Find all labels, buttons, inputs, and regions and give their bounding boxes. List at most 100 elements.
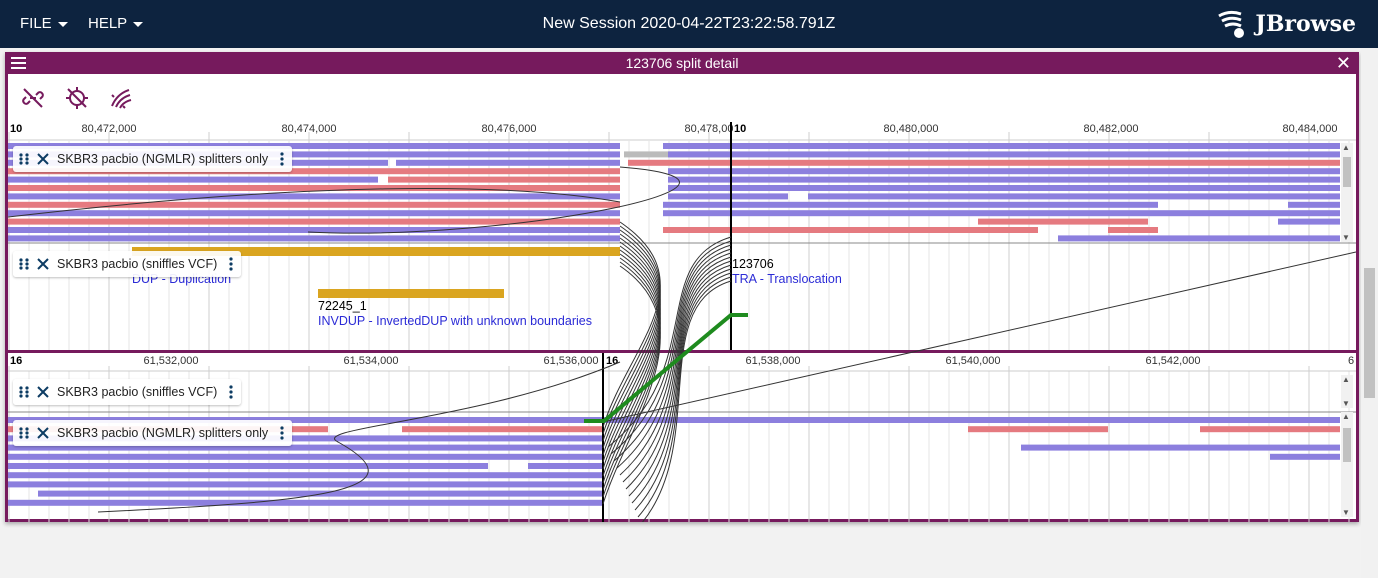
sv-feature-invdup[interactable]	[318, 289, 504, 298]
track-name: SKBR3 pacbio (sniffles VCF)	[57, 385, 218, 399]
file-menu[interactable]: FILE	[20, 0, 68, 48]
split-read-curve	[602, 257, 661, 491]
track-menu-icon[interactable]	[276, 425, 288, 441]
session-title[interactable]: New Session 2020-04-22T23:22:58.791Z	[542, 15, 836, 32]
track-menu-icon[interactable]	[276, 151, 288, 167]
read	[1058, 235, 1340, 242]
read	[808, 193, 1340, 200]
read	[1108, 227, 1158, 233]
drag-handle-icon[interactable]	[17, 257, 31, 271]
read	[8, 463, 488, 469]
jbrowse-logo: JBrowse	[1215, 8, 1356, 40]
view-menu-icon[interactable]	[11, 57, 26, 69]
feature-name: 72245_1	[318, 299, 367, 313]
read	[396, 159, 620, 166]
track-name: SKBR3 pacbio (NGMLR) splitters only	[57, 152, 269, 166]
tick-label: 61,534,000	[343, 355, 398, 367]
read	[388, 176, 620, 183]
close-track-icon[interactable]	[35, 151, 51, 167]
top-alignments-track[interactable]	[8, 143, 1340, 242]
track-menu-icon[interactable]	[225, 384, 237, 400]
track-label: SKBR3 pacbio (NGMLR) splitters only	[13, 146, 293, 172]
split-read-curve	[607, 236, 732, 448]
feature-name: 123706	[732, 257, 774, 271]
help-menu[interactable]: HELP	[88, 0, 144, 48]
tick-label: 61,542,000	[1145, 355, 1200, 367]
read	[8, 143, 620, 149]
track-name: SKBR3 pacbio (NGMLR) splitters only	[57, 426, 269, 440]
track-scrollbar[interactable]: ▲ ▼	[1341, 412, 1353, 517]
track-label: SKBR3 pacbio (NGMLR) splitters only	[13, 420, 293, 446]
split-read-curve	[616, 248, 732, 469]
split-read-curve	[307, 166, 680, 234]
drag-handle-icon[interactable]	[17, 152, 31, 166]
tick-label: 80,482,000	[1083, 123, 1138, 135]
track-menu-icon[interactable]	[225, 256, 237, 272]
split-read-curve	[602, 245, 661, 470]
read	[8, 499, 603, 506]
link-off-icon[interactable]	[21, 86, 45, 110]
top-variants-track[interactable]: DUP - Duplication 72245_1 INVDUP - Inver…	[132, 247, 842, 328]
read	[1200, 426, 1340, 433]
read	[8, 227, 620, 233]
split-read-curve	[602, 225, 661, 435]
help-menu-label: HELP	[88, 15, 128, 32]
read	[603, 417, 1340, 423]
read	[663, 143, 1340, 149]
read	[663, 210, 1340, 217]
track-scrollbar[interactable]: ▲ ▼	[1341, 143, 1353, 242]
page-scrollbar[interactable]	[1361, 48, 1378, 578]
close-track-icon[interactable]	[35, 384, 51, 400]
bottom-alignments-track[interactable]	[8, 417, 1340, 506]
track-scrollbar[interactable]: ▲ ▼	[1341, 375, 1353, 408]
read	[8, 185, 620, 191]
split-read-curve	[602, 237, 661, 456]
close-track-icon[interactable]	[35, 425, 51, 441]
feature-desc: INVDUP - InvertedDUP with unknown bounda…	[318, 314, 592, 328]
read	[1278, 218, 1340, 225]
chevron-down-icon	[133, 21, 144, 27]
read	[8, 210, 620, 217]
location-searching-off-icon[interactable]	[65, 86, 89, 110]
breakend-link[interactable]	[584, 313, 748, 423]
close-view-icon[interactable]: ✕	[1335, 53, 1351, 73]
split-read-curve	[602, 221, 661, 428]
split-read-curve	[634, 272, 732, 511]
tick-label: 61,538,000	[745, 355, 800, 367]
read	[628, 159, 1340, 166]
read	[978, 218, 1148, 225]
feature-desc: TRA - Translocation	[732, 272, 842, 286]
view-toolbar	[8, 74, 1356, 122]
jbrowse-logo-icon	[1218, 10, 1245, 38]
linked-reads-icon[interactable]	[109, 86, 133, 110]
chevron-down-icon	[57, 21, 68, 27]
sv-feature-dup[interactable]	[132, 247, 620, 256]
read	[968, 426, 1108, 433]
view-title: 123706 split detail	[625, 55, 739, 71]
close-track-icon[interactable]	[35, 256, 51, 272]
tick-label: 80,478,00	[685, 123, 734, 135]
split-read-curve	[602, 265, 661, 505]
tick-label: 61,532,000	[143, 355, 198, 367]
read	[1270, 453, 1340, 460]
read	[663, 227, 1038, 233]
split-read-curve	[631, 268, 732, 504]
read	[1288, 201, 1340, 208]
tick-label: 80,474,000	[281, 123, 336, 135]
read	[8, 472, 603, 479]
read	[8, 417, 603, 423]
drag-handle-icon[interactable]	[17, 426, 31, 440]
read	[668, 151, 1340, 158]
drag-handle-icon[interactable]	[17, 385, 31, 399]
read	[528, 463, 603, 469]
tick-label: 80,480,000	[883, 123, 938, 135]
top-right-refname: 10	[734, 123, 746, 135]
tracks-canvas[interactable]: 10 10 80,472,000 80,474,000 80,476,000 8…	[8, 122, 1356, 522]
bottom-left-refname: 16	[10, 355, 22, 367]
split-read-curve	[625, 260, 732, 490]
read	[668, 193, 788, 200]
split-read-curve	[613, 244, 732, 462]
read	[8, 481, 603, 488]
tick-label: 80,484,000	[1282, 123, 1337, 135]
read	[1021, 444, 1340, 451]
